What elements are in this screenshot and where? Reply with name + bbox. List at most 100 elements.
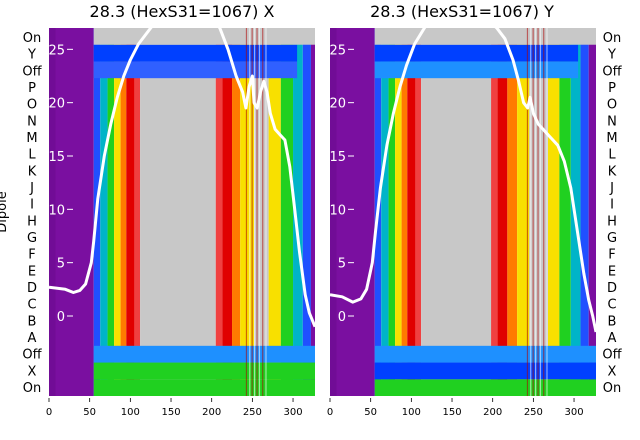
- row-label-0: On: [603, 31, 621, 46]
- streak-2: [251, 28, 253, 396]
- heat-band-9: [215, 28, 223, 396]
- heat-band-2: [381, 28, 389, 396]
- heat-band-18: [588, 28, 596, 396]
- overlay-line-path: [330, 28, 596, 333]
- edge-band-2: [93, 345, 315, 363]
- row-label-15: D: [27, 281, 37, 296]
- row-label-9: J: [609, 181, 614, 196]
- heat-band-7: [415, 28, 422, 396]
- row-label-8: K: [28, 164, 37, 179]
- row-label-8: K: [608, 164, 617, 179]
- heat-band-8: [421, 28, 492, 396]
- row-label-12: G: [607, 231, 617, 246]
- row-label-20: X: [28, 364, 37, 379]
- edge-band-4: [374, 44, 579, 62]
- heatmap-x: [49, 28, 315, 396]
- heat-band-5: [401, 28, 408, 396]
- edge-band-2: [374, 345, 596, 363]
- edge-band-5: [93, 28, 315, 45]
- heat-band-0: [49, 28, 94, 396]
- heat-band-10: [222, 28, 233, 396]
- xtick-label-4: 200: [202, 407, 221, 418]
- x-ticks-y: 0 50 100 150 200 250 300: [327, 398, 584, 418]
- heat-band-8: [140, 28, 216, 396]
- heat-band-12: [240, 28, 254, 396]
- overlay-line-path: [49, 28, 315, 328]
- row-label-21: On: [603, 381, 621, 396]
- xtick-label-3: 150: [161, 407, 180, 418]
- row-label-10: I: [610, 198, 614, 213]
- row-label-0: On: [23, 31, 41, 46]
- xtick-label-6: 300: [564, 407, 583, 418]
- row-label-21: On: [23, 381, 41, 396]
- xtick-label-4: 200: [483, 407, 502, 418]
- ytick-label-0: 0: [57, 310, 65, 325]
- heat-band-17: [580, 28, 589, 396]
- heat-band-12: [517, 28, 530, 396]
- row-label-14: E: [608, 264, 616, 279]
- heatmap-y: [330, 28, 596, 396]
- streak-3: [534, 28, 537, 396]
- xtick-label-0: 0: [46, 407, 52, 418]
- xtick-label-1: 50: [364, 407, 377, 418]
- row-label-7: L: [28, 148, 36, 163]
- heat-band-3: [388, 28, 396, 396]
- row-label-12: G: [27, 231, 37, 246]
- ytick-label-4: 20: [48, 97, 65, 112]
- row-label-7: L: [608, 148, 616, 163]
- ytick-label-1: 5: [57, 257, 65, 272]
- heat-band-0: [330, 28, 375, 396]
- ytick-label-2: 10: [48, 203, 65, 218]
- row-label-18: A: [28, 331, 37, 346]
- row-label-5: N: [27, 114, 37, 129]
- row-label-16: C: [607, 298, 616, 313]
- heat-band-15: [280, 28, 294, 396]
- row-label-15: D: [607, 281, 617, 296]
- ytick-label-0: 0: [338, 310, 346, 325]
- heat-band-4: [114, 28, 121, 396]
- edge-band-0: [374, 379, 596, 396]
- row-label-19: Off: [602, 348, 622, 363]
- row-label-19: Off: [22, 348, 42, 363]
- heat-band-5: [120, 28, 127, 396]
- row-label-4: O: [27, 98, 37, 113]
- heat-band-13: [253, 28, 269, 396]
- row-label-1: Y: [607, 48, 616, 63]
- row-label-16: C: [27, 298, 36, 313]
- streak-7: [265, 28, 267, 396]
- ytick-label-1: 5: [338, 257, 346, 272]
- edge-band-0: [93, 379, 315, 396]
- panel-y: 28.3 (HexS31=1067) Y 0 5 10 15 20 25 0 50 100 15…: [327, 2, 623, 418]
- heat-band-11: [232, 28, 241, 396]
- heat-band-11: [507, 28, 518, 396]
- streak-4: [256, 28, 258, 396]
- streak-5: [539, 28, 542, 396]
- heat-band-6: [126, 28, 135, 396]
- heat-band-2: [100, 28, 108, 396]
- ytick-label-3: 15: [329, 150, 346, 165]
- heat-band-6: [407, 28, 416, 396]
- row-label-13: F: [608, 248, 615, 263]
- xtick-label-6: 300: [283, 407, 302, 418]
- heat-band-4: [395, 28, 402, 396]
- row-label-1: Y: [27, 48, 36, 63]
- edge-shade-left: [49, 28, 56, 396]
- row-label-2: Off: [602, 64, 622, 79]
- row-label-20: X: [608, 364, 617, 379]
- row-label-3: P: [28, 81, 36, 96]
- streak-4: [537, 28, 539, 396]
- row-label-17: B: [28, 314, 37, 329]
- streak-5: [258, 28, 261, 396]
- row-label-13: F: [28, 248, 35, 263]
- overlay-line-y: [330, 28, 596, 333]
- ytick-label-4: 20: [329, 97, 346, 112]
- x-ticks-x: 0 50 100 150 200 250 300: [46, 398, 303, 418]
- xtick-label-0: 0: [327, 407, 333, 418]
- heat-band-18: [310, 28, 315, 396]
- streak-6: [543, 28, 545, 396]
- edge-band-1: [374, 362, 596, 380]
- y-axis-label: Dipole: [0, 191, 10, 232]
- row-label-9: J: [29, 181, 34, 196]
